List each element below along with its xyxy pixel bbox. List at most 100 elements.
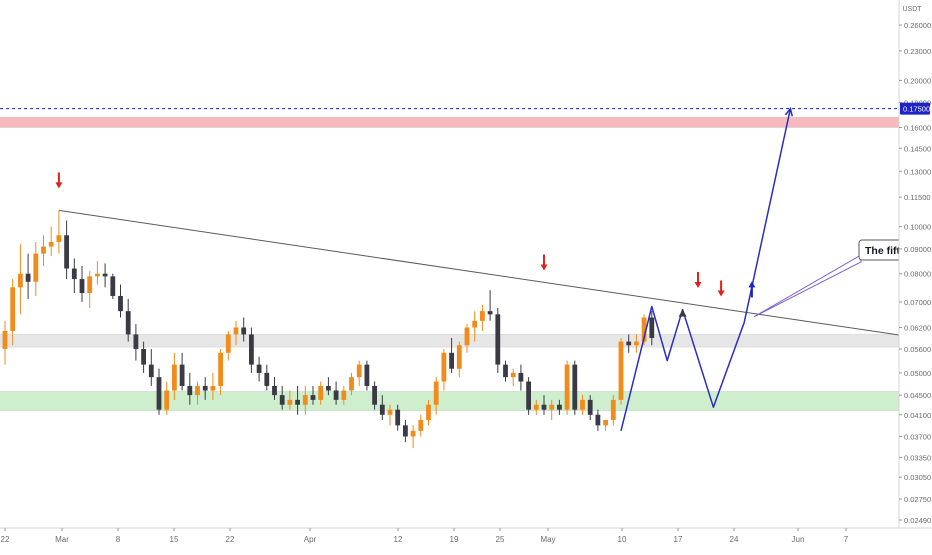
price-tick-label: 0.05600 — [904, 345, 931, 354]
candle-body — [487, 311, 493, 315]
candle-body — [218, 352, 223, 386]
candle-body — [449, 352, 454, 369]
candle-body — [172, 364, 177, 391]
price-tick-label: 0.07000 — [904, 298, 931, 307]
price-tick-label: 0.26000 — [904, 21, 931, 30]
candle-body — [518, 372, 524, 382]
candle-body — [557, 404, 562, 410]
price-tick-label: 0.03050 — [904, 473, 931, 482]
candle-body — [333, 390, 339, 400]
candle-body — [610, 399, 616, 420]
candle-body — [41, 246, 46, 254]
candle-body — [272, 385, 277, 396]
candle-body — [349, 377, 354, 391]
candle-body — [472, 320, 478, 328]
price-tick-label: 0.04500 — [904, 391, 931, 400]
time-axis[interactable]: 22 Mar 8 15 22 Apr 12 19 25 May 10 17 24 Jun 7 — [0, 527, 932, 550]
candle-body — [441, 352, 447, 382]
price-tick-label: 0.20000 — [904, 76, 931, 85]
candle-body — [641, 317, 647, 342]
price-tick-label: 0.10000 — [904, 223, 931, 232]
time-tick-label: 24 — [730, 535, 739, 544]
candle-body — [64, 235, 69, 269]
candle-body — [310, 395, 316, 400]
red-arrow-head — [717, 290, 725, 297]
red-down-arrow-icon — [540, 254, 548, 271]
red-arrow-head — [540, 264, 548, 271]
candle-body — [603, 419, 608, 426]
candle-body — [164, 390, 170, 410]
candle-body — [2, 330, 8, 349]
candle-body — [595, 414, 601, 426]
candle-body — [364, 364, 370, 386]
time-tick-label: 22 — [226, 535, 235, 544]
price-axis[interactable]: 0.260000.230000.200000.180000.160000.145… — [898, 0, 932, 528]
time-tick-label: 10 — [618, 535, 627, 544]
candle-body — [634, 341, 639, 346]
candle-body — [618, 341, 624, 400]
candle-body — [233, 327, 239, 335]
candle-body — [125, 311, 131, 335]
candle-body — [79, 279, 85, 294]
candle-body — [379, 404, 385, 415]
candle-body — [25, 273, 31, 282]
candle-body — [256, 364, 262, 373]
candle-body — [549, 404, 555, 410]
price-marker-label: 0.17500 — [903, 105, 930, 114]
blue-up-arrow-icon — [748, 281, 756, 298]
candle-body — [187, 385, 193, 396]
time-tick-label: Apr — [304, 535, 317, 544]
candle-body — [133, 334, 139, 349]
candle-body — [495, 314, 501, 365]
price-tick-label: 0.05000 — [904, 369, 931, 378]
price-tick-label: 0.06200 — [904, 324, 931, 333]
candle-body — [141, 348, 146, 365]
candle-body — [71, 268, 77, 280]
blue-arrow-head — [748, 281, 756, 288]
red-arrow-head — [55, 182, 63, 189]
red-arrow-head — [694, 281, 702, 288]
candle-body — [418, 419, 424, 431]
price-tick-label: 0.02490 — [904, 516, 931, 525]
time-tick-label: Mar — [55, 535, 69, 544]
time-tick-label: 19 — [450, 535, 459, 544]
candles-layer — [2, 210, 655, 449]
candle-body — [572, 364, 578, 410]
candle-body — [249, 334, 254, 365]
candle-body — [372, 385, 377, 405]
candle-body — [326, 385, 331, 391]
candle-body — [225, 334, 231, 353]
price-tick-label: 0.23000 — [904, 47, 931, 56]
resistance-zone — [0, 117, 899, 128]
candle-body — [318, 385, 324, 400]
projection-arrowhead — [784, 106, 794, 117]
candle-body — [587, 399, 593, 415]
price-tick-label: 0.02750 — [904, 495, 931, 504]
candle-body — [564, 364, 570, 410]
price-tick-label: 0.03350 — [904, 453, 931, 462]
currency-label: USDT — [902, 6, 922, 13]
callout-text: The fift — [865, 245, 900, 257]
candle-body — [56, 235, 62, 242]
candle-body — [456, 345, 462, 369]
time-tick-label: 22 — [1, 535, 10, 544]
candle-body — [433, 381, 439, 405]
time-tick-label: 7 — [844, 535, 849, 544]
time-axis-background — [0, 528, 932, 550]
price-tick-label: 0.13000 — [904, 167, 931, 176]
candle-body — [279, 395, 285, 405]
annotations-layer: The fift — [55, 106, 905, 431]
candle-body — [202, 385, 208, 391]
candle-body — [626, 341, 632, 346]
candle-body — [480, 311, 485, 321]
candle-body — [503, 364, 508, 378]
candle-body — [387, 409, 393, 415]
candle-body — [533, 404, 539, 410]
candle-body — [18, 273, 23, 288]
candle-body — [148, 364, 154, 378]
time-tick-label: 12 — [394, 535, 403, 544]
candle-body — [179, 364, 185, 386]
